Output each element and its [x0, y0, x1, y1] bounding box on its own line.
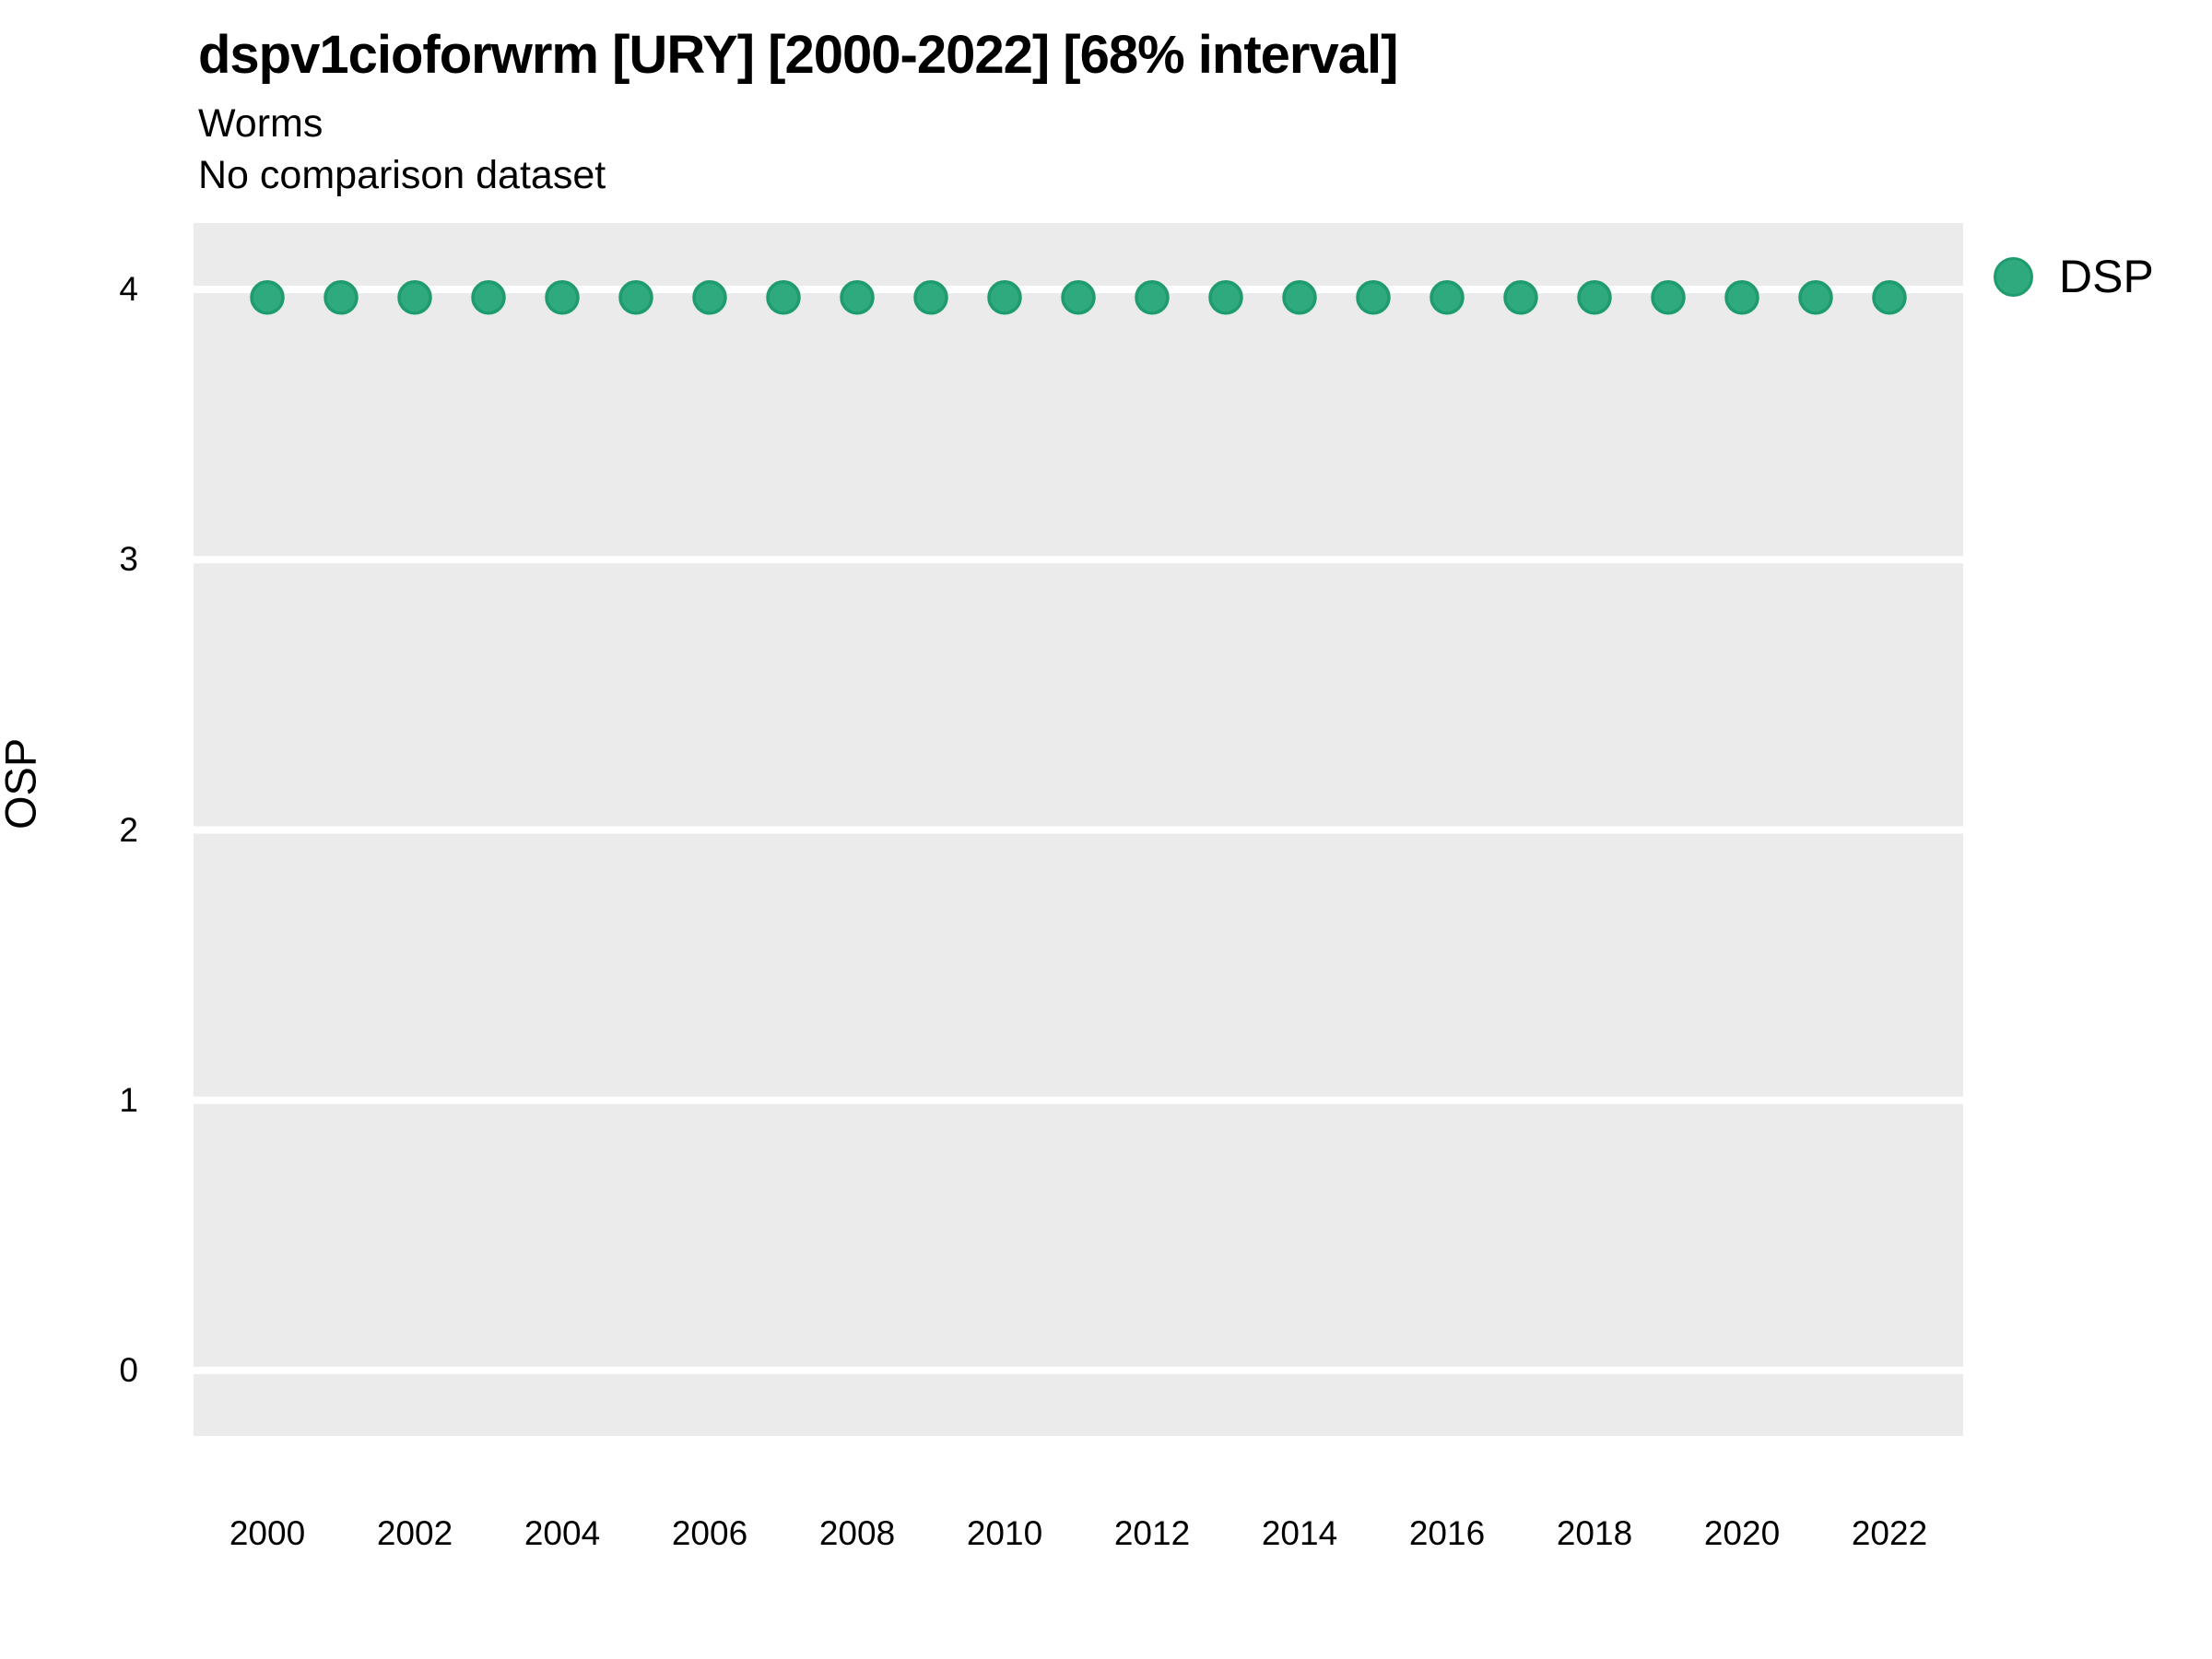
data-point	[692, 280, 727, 315]
data-point	[1061, 280, 1096, 315]
chart-title: dspv1cioforwrm [URY] [2000-2022] [68% in…	[198, 25, 1398, 85]
data-point	[1208, 280, 1243, 315]
data-point	[397, 280, 432, 315]
chart-subtitle: Worms	[198, 101, 324, 146]
data-point	[618, 280, 653, 315]
y-tick-label: 1	[119, 1080, 138, 1119]
data-point	[1798, 280, 1833, 315]
gridline	[194, 1096, 1963, 1104]
data-point	[1430, 280, 1465, 315]
y-tick-label: 3	[119, 540, 138, 579]
y-tick-label: 4	[119, 270, 138, 308]
data-point	[840, 280, 875, 315]
data-point	[324, 280, 359, 315]
data-point	[1503, 280, 1538, 315]
x-tick-label: 2016	[1408, 1514, 1486, 1552]
data-point	[913, 280, 948, 315]
data-point	[545, 280, 580, 315]
chart-note: No comparison dataset	[198, 153, 606, 197]
data-point	[250, 280, 285, 315]
legend-label: DSP	[2059, 251, 2154, 302]
data-point	[766, 280, 801, 315]
data-point	[471, 280, 506, 315]
data-point	[987, 280, 1022, 315]
data-point	[1577, 280, 1612, 315]
legend-point-icon	[1994, 256, 2033, 297]
x-tick-label: 2004	[524, 1514, 601, 1552]
gridline	[194, 556, 1963, 564]
gridline	[194, 826, 1963, 834]
x-tick-label: 2020	[1703, 1514, 1781, 1552]
x-tick-label: 2000	[229, 1514, 306, 1552]
x-tick-label: 2006	[671, 1514, 748, 1552]
x-tick-label: 2012	[1113, 1514, 1191, 1552]
x-tick-label: 2014	[1261, 1514, 1338, 1552]
x-tick-label: 2008	[818, 1514, 896, 1552]
y-tick-label: 2	[119, 810, 138, 849]
data-point	[1356, 280, 1391, 315]
x-tick-label: 2002	[376, 1514, 453, 1552]
data-point	[1135, 280, 1170, 315]
data-point	[1651, 280, 1686, 315]
plot-area	[194, 223, 1963, 1436]
data-point	[1282, 280, 1317, 315]
x-tick-label: 2022	[1851, 1514, 1928, 1552]
x-tick-label: 2018	[1556, 1514, 1633, 1552]
data-point	[1724, 280, 1759, 315]
plot-canvas	[194, 223, 1963, 1436]
y-tick-label: 0	[119, 1351, 138, 1389]
gridline	[194, 1367, 1963, 1374]
data-point	[1872, 280, 1907, 315]
x-tick-label: 2010	[966, 1514, 1043, 1552]
